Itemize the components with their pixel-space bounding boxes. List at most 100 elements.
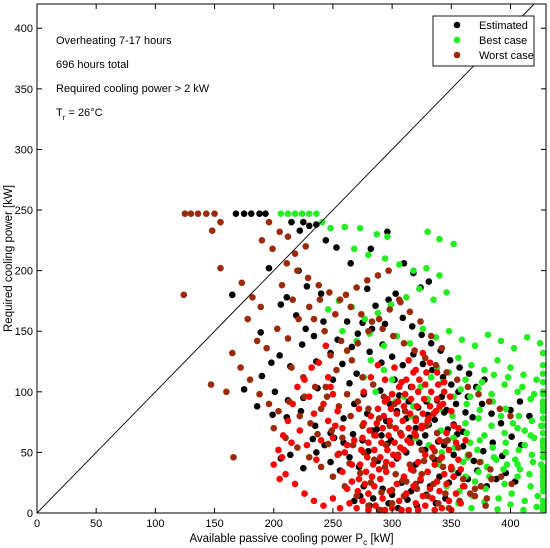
data-point [334, 451, 341, 459]
data-point [474, 446, 481, 454]
data-point [275, 446, 282, 454]
data-point [539, 398, 547, 405]
data-point [497, 412, 505, 420]
data-point [462, 376, 469, 383]
data-point [438, 449, 446, 456]
data-point [211, 210, 218, 217]
data-point [462, 420, 469, 427]
annotation-overheating: Overheating 7-17 hours [56, 35, 172, 47]
data-point [424, 228, 431, 236]
data-point [382, 468, 390, 476]
data-point [223, 388, 230, 396]
data-point [346, 500, 353, 507]
data-point [346, 380, 353, 387]
data-point [443, 289, 450, 296]
data-point [376, 506, 384, 514]
data-point [311, 383, 319, 391]
data-point [320, 400, 327, 408]
data-point [307, 420, 314, 427]
data-point [429, 495, 436, 502]
data-point [407, 395, 415, 403]
data-point [291, 480, 299, 488]
data-point [412, 500, 420, 507]
data-point [528, 451, 536, 459]
data-point [313, 456, 320, 463]
data-point [519, 383, 526, 391]
data-point [476, 436, 484, 444]
data-point [452, 490, 460, 497]
data-point [471, 492, 479, 500]
data-point [405, 506, 412, 514]
data-point [367, 357, 375, 364]
data-point [420, 395, 428, 403]
data-point [381, 506, 389, 514]
data-point [258, 237, 266, 244]
data-point [314, 430, 321, 438]
data-point [375, 315, 383, 323]
data-point [230, 453, 237, 461]
data-point [419, 360, 427, 368]
data-point [521, 497, 528, 505]
data-point [443, 369, 450, 376]
data-point [301, 393, 308, 400]
data-point [329, 390, 337, 398]
data-point [514, 424, 521, 432]
data-point [410, 483, 417, 490]
data-point [533, 503, 540, 511]
data-point [363, 453, 371, 461]
reference-line [36, 3, 535, 514]
data-point [366, 348, 373, 356]
data-point [404, 436, 411, 444]
x-tick-label: 150 [205, 518, 223, 530]
data-point [514, 473, 521, 480]
data-point [336, 504, 344, 512]
data-point [485, 398, 493, 405]
data-point [229, 349, 236, 357]
data-point [263, 344, 270, 352]
data-point [536, 340, 544, 347]
data-point [339, 360, 346, 368]
data-point [411, 347, 418, 354]
data-point [456, 364, 463, 371]
y-tick-label: 100 [15, 387, 33, 399]
data-point [296, 412, 304, 420]
x-tick-label: 200 [265, 518, 283, 530]
data-point [343, 347, 351, 354]
data-point [323, 393, 331, 400]
data-point [419, 325, 427, 333]
data-point [514, 388, 521, 396]
data-point [276, 475, 283, 483]
data-point [527, 395, 534, 403]
data-point [412, 366, 420, 374]
data-point [414, 506, 422, 514]
data-point [329, 434, 337, 442]
data-point [463, 429, 470, 437]
data-point [429, 453, 436, 461]
data-point [348, 478, 356, 485]
y-tick-label: 350 [15, 84, 33, 96]
data-point [367, 373, 375, 381]
data-point [367, 412, 375, 420]
data-point [359, 497, 366, 505]
data-point [356, 224, 364, 232]
annotation-hours-total: 696 hours total [56, 59, 129, 71]
data-point [500, 466, 507, 473]
data-point [438, 504, 446, 512]
data-point [253, 337, 261, 345]
data-point [503, 461, 511, 468]
data-point [300, 218, 307, 226]
data-point [247, 210, 255, 217]
data-point [180, 291, 188, 299]
data-point [265, 400, 273, 408]
x-tick-label: 250 [324, 518, 342, 530]
data-point [333, 244, 340, 251]
data-point [369, 461, 377, 468]
data-point [315, 359, 323, 367]
data-point [539, 483, 547, 490]
data-point [328, 427, 336, 434]
data-point [229, 291, 236, 299]
data-point [464, 383, 472, 391]
data-point [497, 420, 505, 427]
y-tick-label: 50 [21, 447, 33, 459]
data-point [354, 340, 362, 347]
